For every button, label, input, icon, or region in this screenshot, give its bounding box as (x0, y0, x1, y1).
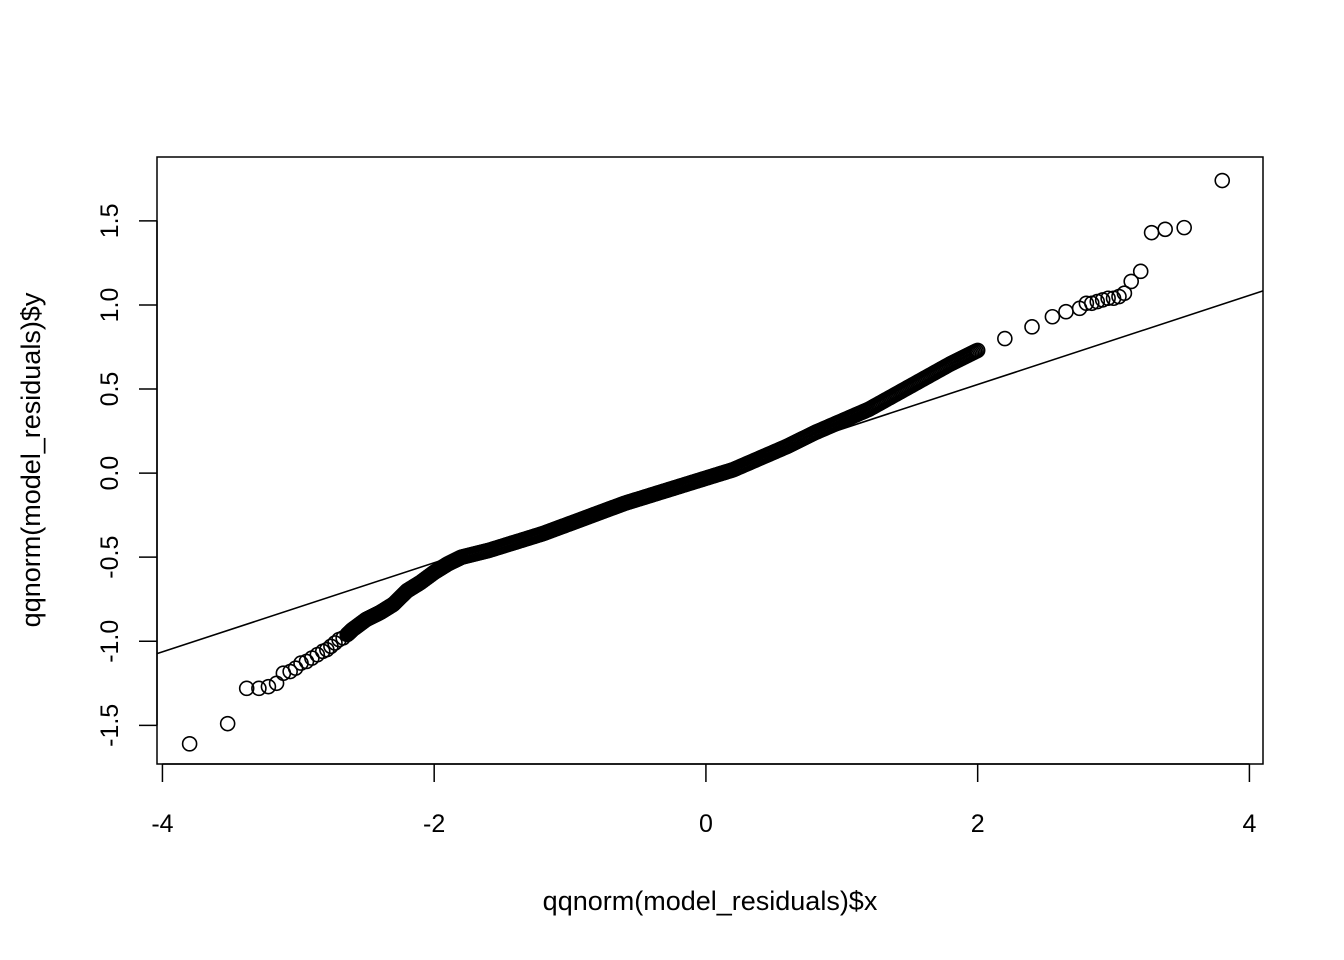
data-point (268, 675, 285, 692)
data-point (1044, 308, 1061, 325)
x-axis-title: qqnorm(model_residuals)$x (543, 886, 878, 916)
y-tick-label: 0.0 (96, 456, 124, 491)
data-point (1214, 172, 1231, 189)
data-point (997, 330, 1013, 347)
data-point (181, 736, 198, 752)
x-tick-label: 2 (971, 810, 985, 838)
x-tick-label: -2 (423, 810, 445, 838)
y-axis: -1.5 -1.0 -0.5 0.0 0.5 1.0 1.5 (96, 204, 158, 747)
data-point (1176, 219, 1192, 236)
y-tick-label: -0.5 (96, 536, 124, 579)
x-tick-label: 4 (1242, 810, 1256, 838)
y-tick-label: 0.5 (96, 372, 124, 407)
data-point (238, 680, 255, 697)
data-point (1157, 221, 1173, 238)
data-point (1100, 290, 1116, 307)
x-tick-label: 0 (699, 810, 713, 838)
data-point (1116, 285, 1133, 302)
data-point (1123, 273, 1139, 290)
data-point (251, 680, 267, 697)
y-tick-label: 1.5 (96, 204, 124, 239)
y-tick-label: 1.0 (96, 288, 124, 323)
y-tick-label: -1.0 (96, 620, 124, 663)
y-tick-label: -1.5 (96, 704, 124, 747)
data-point (1078, 295, 1095, 312)
data-point (1143, 224, 1160, 241)
data-point (968, 343, 984, 359)
x-axis: -4 -2 0 2 4 (151, 763, 1256, 838)
data-point (1024, 319, 1040, 335)
y-axis-title: qqnorm(model_residuals)$y (16, 292, 46, 627)
data-point (219, 715, 236, 732)
data-point (1132, 263, 1149, 280)
x-tick-label: -4 (151, 810, 173, 838)
data-point (1058, 303, 1074, 320)
data-point (327, 635, 343, 651)
data-point (260, 678, 277, 695)
plot-frame (156, 156, 1264, 765)
points-group (181, 172, 1231, 752)
